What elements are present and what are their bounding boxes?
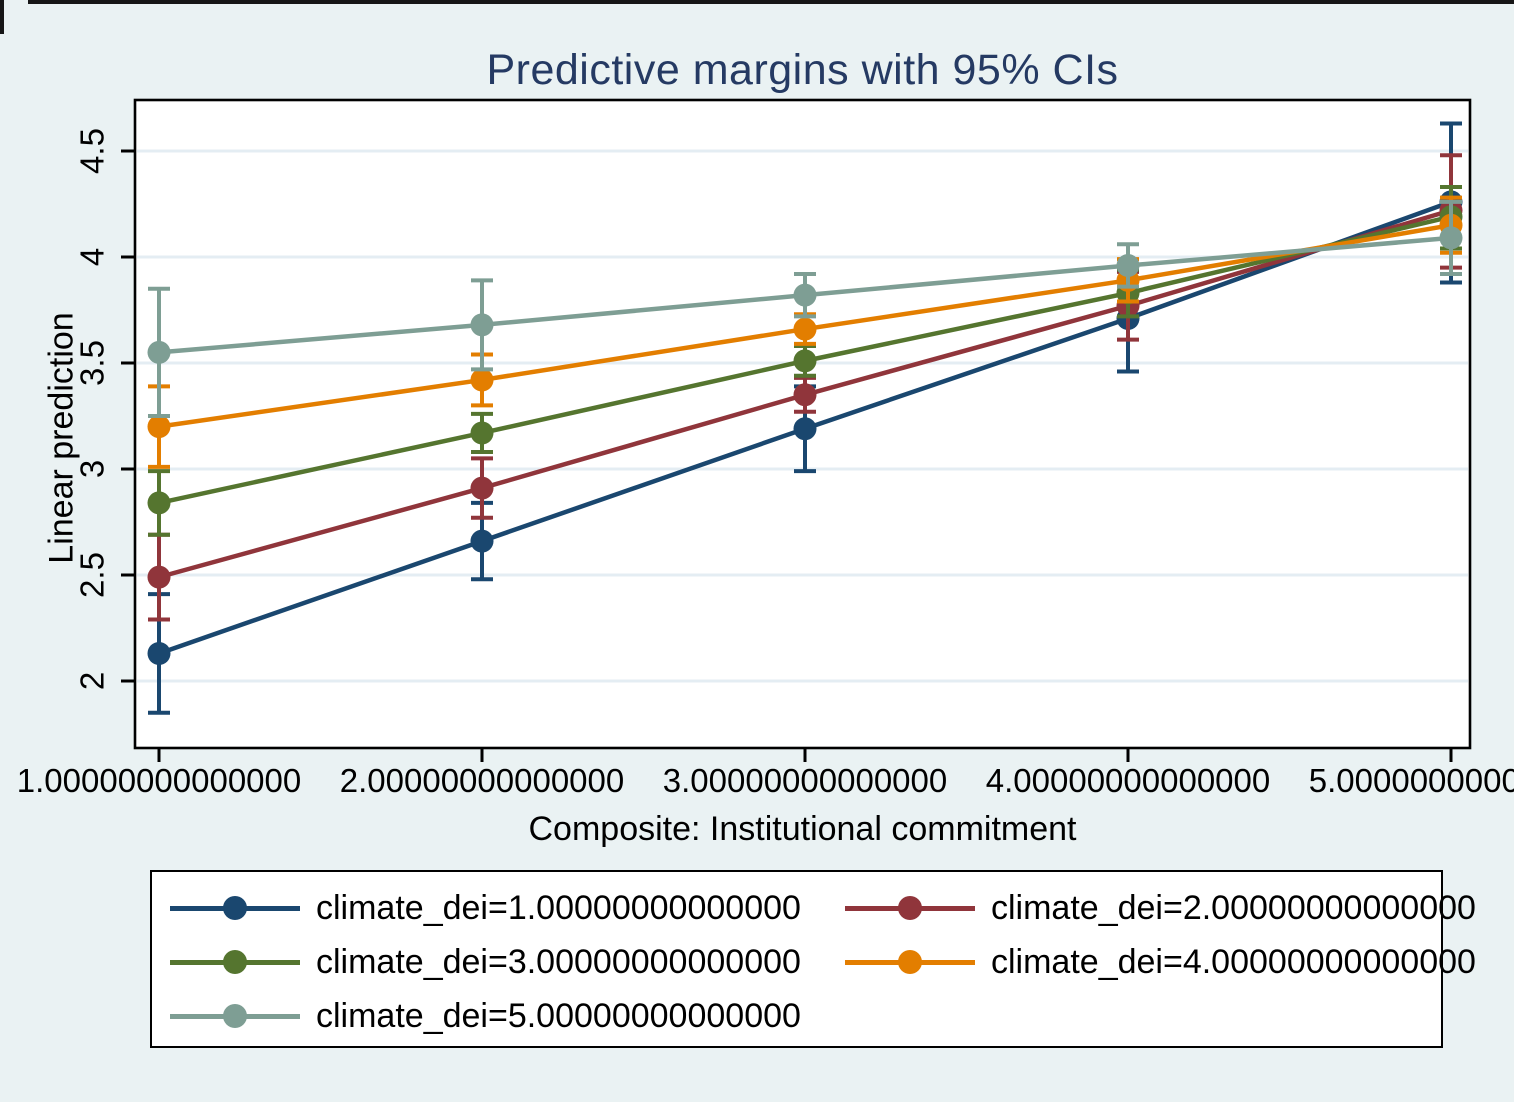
y-tick-label: 4.5 [73,128,111,174]
x-tick-label: 2.00000000000000 [339,762,625,799]
series-marker [470,368,494,392]
legend-marker-icon [223,950,247,974]
legend-marker-icon [223,896,247,920]
legend-item-climate-dei-1: climate_dei=1.00000000000000 [170,889,845,928]
series-marker [147,565,171,589]
x-tick-label: 3.00000000000000 [662,762,948,799]
series-marker [470,421,494,445]
legend-key-line [845,896,975,920]
series-marker [793,383,817,407]
legend: climate_dei=1.00000000000000 climate_dei… [150,870,1476,1048]
legend-item-climate-dei-5: climate_dei=5.00000000000000 [170,997,845,1036]
legend-marker-icon [898,950,922,974]
series-marker [1439,226,1463,250]
series-marker [1116,253,1140,277]
series-marker [147,415,171,439]
series-marker [147,491,171,515]
y-axis-title: Linear prediction [42,312,81,564]
legend-marker-icon [223,1004,247,1028]
series-marker [793,283,817,307]
x-axis-title: Composite: Institutional commitment [528,810,1077,848]
y-tick-label: 4 [73,247,111,267]
legend-marker-icon [898,896,922,920]
legend-label: climate_dei=1.00000000000000 [316,888,801,927]
legend-item-climate-dei-3: climate_dei=3.00000000000000 [170,943,845,982]
legend-label: climate_dei=2.00000000000000 [991,888,1476,927]
legend-key-line [170,896,300,920]
series-marker [470,529,494,553]
y-tick-label: 2 [73,671,111,691]
legend-item-climate-dei-2: climate_dei=2.00000000000000 [845,889,1476,928]
chart-title: Predictive margins with 95% CIs [486,46,1119,94]
series-marker [793,349,817,373]
x-tick-label: 5.00000000000000 [1308,762,1514,799]
series-marker [147,340,171,364]
legend-label: climate_dei=3.00000000000000 [316,942,801,981]
series-marker [793,417,817,441]
window-top-border [28,0,1514,4]
legend-key-line [170,950,300,974]
series-marker [793,317,817,341]
x-tick-label: 1.00000000000000 [16,762,302,799]
series-marker [470,476,494,500]
legend-label: climate_dei=5.00000000000000 [316,996,801,1035]
legend-label: climate_dei=4.00000000000000 [991,942,1476,981]
series-marker [470,313,494,337]
legend-key-line [845,950,975,974]
legend-item-climate-dei-4: climate_dei=4.00000000000000 [845,943,1476,982]
window-left-border [0,0,4,34]
legend-key-line [170,1004,300,1028]
x-tick-label: 4.00000000000000 [985,762,1271,799]
series-marker [147,641,171,665]
